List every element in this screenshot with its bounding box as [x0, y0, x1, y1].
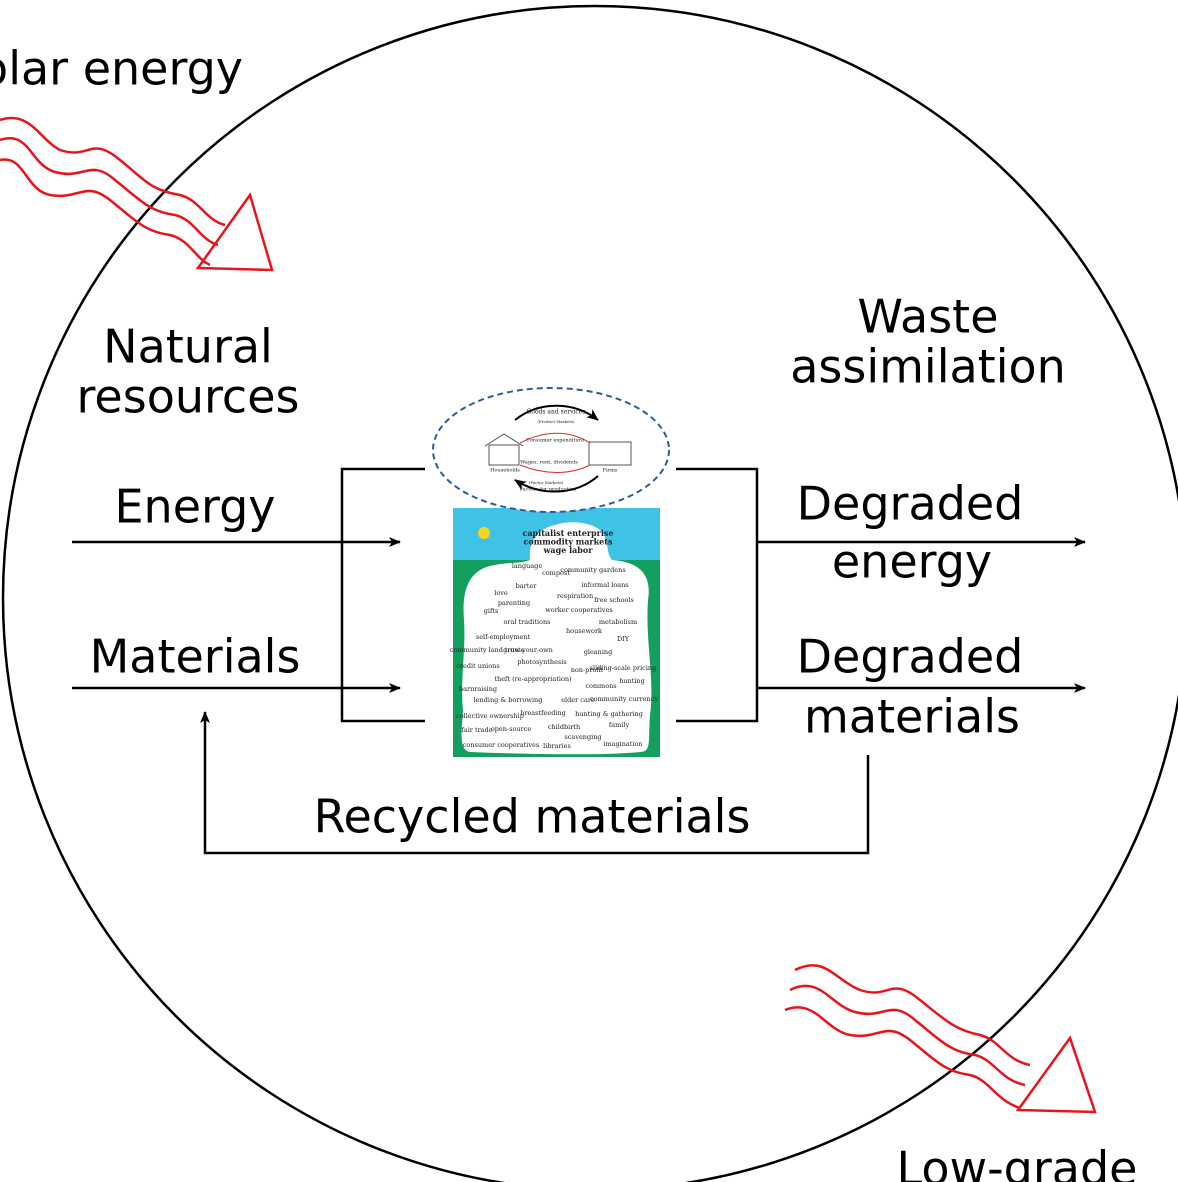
iceberg-word: commons [585, 682, 616, 690]
iceberg-word: scavenging [564, 733, 601, 741]
circular-flow-label: Firms [603, 468, 618, 474]
circular-flow-label: Wages, rent, dividends [520, 460, 578, 466]
iceberg-word: consumer cooperatives [463, 741, 539, 749]
natural-resources-label: Natural [103, 320, 273, 374]
iceberg-word: sliding-scale pricing [590, 664, 657, 672]
circular-flow-label: Factors for production [520, 487, 578, 493]
degraded-materials-label: Degraded [797, 630, 1024, 684]
iceberg-word: lending & borrowing [474, 696, 543, 704]
circular-flow-label: (Factor Markets) [529, 480, 564, 485]
recycled-materials-label: Recycled materials [314, 790, 751, 844]
iceberg-word: oral traditions [503, 618, 550, 626]
degraded-energy-label: energy [832, 535, 992, 589]
circular-flow-label: Households [490, 468, 520, 474]
waste-assimilation-label: Waste [857, 290, 998, 344]
iceberg-word: photosynthesis [517, 658, 566, 666]
iceberg-word: barnraising [459, 685, 497, 693]
degraded-energy-label: Degraded [797, 477, 1024, 531]
iceberg-word: fair trade [461, 726, 492, 734]
heat-wave-arrow [785, 965, 1095, 1112]
diagram: Solar energy Natural resources Waste ass… [0, 0, 1178, 1182]
iceberg-word: family [609, 721, 630, 729]
iceberg-word: breastfeeding [520, 709, 566, 717]
iceberg-word: community gardens [560, 566, 625, 574]
iceberg-word: community currency [590, 695, 658, 703]
energy-label: Energy [114, 480, 275, 534]
iceberg-word: imagination [603, 740, 642, 748]
natural-resources-label: resources [77, 370, 300, 424]
iceberg-word: DIY [617, 635, 630, 643]
iceberg-word: respiration [557, 592, 593, 600]
materials-label: Materials [90, 630, 301, 684]
solar-wave-arrow [0, 118, 272, 270]
circular-flow-label: (Product Markets) [537, 419, 575, 424]
iceberg-word: hunting & gathering [575, 710, 643, 718]
iceberg-word: theft (re-appropriation) [494, 675, 572, 683]
iceberg-word: open-source [491, 725, 531, 733]
iceberg-word: language [512, 562, 543, 570]
iceberg-word: love [494, 589, 508, 597]
iceberg-word: informal loans [581, 581, 628, 589]
circular-flow-label: Consumer expenditure [526, 438, 584, 444]
iceberg-word: credit unions [456, 662, 499, 670]
iceberg-word: libraries [543, 742, 571, 750]
degraded-materials-label: materials [804, 690, 1020, 744]
iceberg-word: grow-your-own [503, 646, 553, 654]
iceberg-word: worker cooperatives [545, 606, 613, 614]
iceberg-word: hunting [619, 677, 645, 685]
iceberg-word: parenting [498, 599, 530, 607]
iceberg-word: gleaning [584, 648, 613, 656]
low-grade-label: Low-grade [897, 1142, 1138, 1182]
iceberg-word: collective ownership [456, 712, 524, 720]
iceberg-word: metabolism [599, 618, 637, 626]
iceberg-word: self-employment [476, 633, 531, 641]
iceberg-top-label: wage labor [543, 545, 594, 555]
waste-assimilation-label: assimilation [790, 340, 1066, 394]
circular-flow-label: Goods and services [527, 409, 586, 416]
iceberg-word: barter [516, 582, 538, 590]
iceberg-word: housework [566, 627, 602, 635]
solar-energy-label: Solar energy [0, 42, 243, 96]
iceberg-word: childbirth [548, 723, 580, 731]
iceberg-word: gifts [484, 607, 499, 615]
iceberg-word: free schools [594, 596, 634, 604]
